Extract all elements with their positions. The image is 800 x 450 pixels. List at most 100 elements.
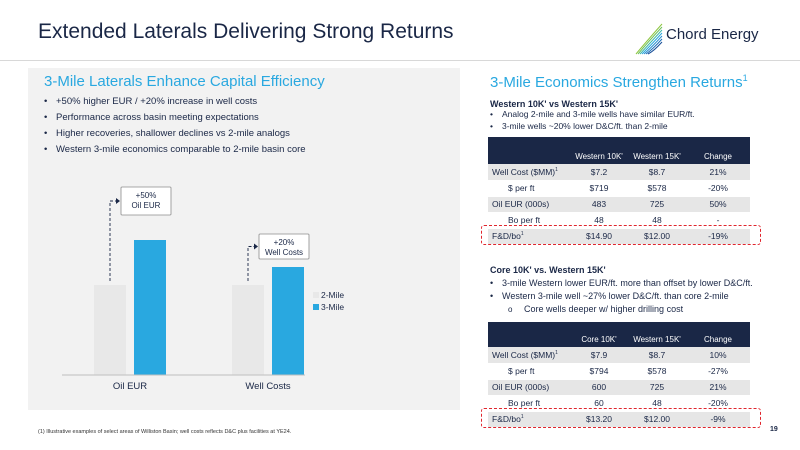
cell-v1: $7.9 [570, 347, 628, 364]
row-label-text: $ per ft [508, 183, 535, 193]
legend-swatch [313, 304, 319, 310]
page-title: Extended Laterals Delivering Strong Retu… [38, 20, 454, 43]
row-label: $ per ft [488, 180, 570, 197]
cell-v1: $14.90 [570, 228, 628, 245]
cell-v1: $719 [570, 180, 628, 197]
cell-chg: 10% [686, 347, 750, 364]
western-bullets: Analog 2-mile and 3-mile wells have simi… [490, 108, 695, 132]
left-bullet: +50% higher EUR / +20% increase in well … [44, 94, 306, 110]
table-row: Bo per ft 48 48- [488, 212, 750, 229]
cell-chg: -9% [686, 411, 750, 428]
bar-2-mile [94, 285, 126, 375]
annotation-line2: Oil EUR [132, 201, 161, 210]
logo-text: Chord Energy [666, 26, 759, 43]
row-label: Well Cost ($MM)1 [488, 164, 570, 181]
cell-chg: - [686, 212, 750, 229]
western-subhead: Western 10K' vs Western 15K' [490, 99, 619, 109]
cell-v2: 725 [628, 379, 686, 396]
right-heading: 3-Mile Economics Strengthen Returns1 [490, 73, 748, 91]
table-header: Western 15K' [628, 322, 686, 347]
cell-chg: 50% [686, 196, 750, 213]
annotation-arrow [254, 243, 258, 250]
western-bullet: Analog 2-mile and 3-mile wells have simi… [490, 108, 695, 120]
table-row: $ per ft $719 $578 -20% [488, 180, 750, 197]
cell-v1: 600 [570, 379, 628, 396]
table-header [488, 137, 570, 164]
table-row: Oil EUR (000s) 600 725 21% [488, 379, 750, 396]
legend-swatch [313, 292, 319, 298]
cell-v2: $12.00 [628, 228, 686, 245]
left-heading: 3-Mile Laterals Enhance Capital Efficien… [44, 73, 325, 90]
row-label-text: Well Cost ($MM) [492, 166, 556, 177]
row-label: Oil EUR (000s) [488, 379, 570, 396]
cell-v2: $12.00 [628, 411, 686, 428]
table-header: Western 10K' [570, 137, 628, 164]
annotation-connector [109, 200, 117, 281]
row-label-text: Bo per ft [508, 398, 541, 408]
row-label: F&D/bo1 [488, 228, 570, 245]
cell-v2: 48 [628, 212, 686, 229]
legend-label: 2-Mile [321, 290, 344, 300]
cell-v1: $794 [570, 363, 628, 380]
core-sub-bullet: Core wells deeper w/ higher drilling cos… [502, 303, 753, 316]
table-row: F&D/bo1 $13.20 $12.00 -9% [488, 411, 750, 428]
x-tick-label: Well Costs [245, 381, 290, 392]
western-bullet: 3-mile wells ~20% lower D&C/ft. than 2-m… [490, 120, 695, 132]
page-number: 19 [770, 426, 778, 433]
footnote-marker: 1 [520, 414, 524, 421]
table-row: Well Cost ($MM)1 $7.9 $8.7 10% [488, 347, 750, 364]
core-bullet: 3-mile Western lower EUR/ft. more than o… [490, 277, 753, 290]
left-bullets: +50% higher EUR / +20% increase in well … [44, 94, 306, 158]
western-fd-highlight [481, 225, 761, 245]
annotation-line1: +20% [274, 238, 295, 247]
footnote-marker: 1 [520, 231, 524, 238]
cell-chg: 21% [686, 379, 750, 396]
core-subhead: Core 10K' vs. Western 15K' [490, 265, 606, 275]
table-row: F&D/bo1 $14.90 $12.00 -19% [488, 228, 750, 245]
table-row: Well Cost ($MM)1 $7.2 $8.7 21% [488, 164, 750, 181]
core-fd-highlight [481, 408, 761, 428]
cell-chg: -20% [686, 180, 750, 197]
cell-chg: 21% [686, 164, 750, 181]
annotation-box [120, 186, 172, 216]
bar-2-mile [232, 285, 264, 375]
core-bullet: Western 3-mile well ~27% lower D&C/ft. t… [490, 290, 753, 303]
left-bullet: Higher recoveries, shallower declines vs… [44, 126, 306, 142]
cell-v2: $8.7 [628, 164, 686, 181]
row-label-text: Bo per ft [508, 215, 541, 225]
annotation-arrow [116, 198, 120, 204]
header-divider [0, 60, 800, 61]
row-label: Oil EUR (000s) [488, 196, 570, 213]
row-label-text: Oil EUR (000s) [492, 199, 550, 209]
cell-chg: -20% [686, 395, 750, 412]
row-label: Well Cost ($MM)1 [488, 347, 570, 364]
table-row: $ per ft $794 $578 -27% [488, 363, 750, 380]
annotation-line2: Well Costs [265, 248, 303, 257]
row-label-text: F&D/bo [492, 414, 521, 424]
row-label: $ per ft [488, 363, 570, 380]
chord-energy-logo-icon [635, 23, 663, 55]
cell-chg: -19% [686, 228, 750, 245]
footnote-marker: 1 [555, 349, 558, 356]
core-economics-table: Core 10K' Western 15K' Change Well Cost … [488, 322, 750, 428]
row-label-text: F&D/bo [492, 231, 521, 241]
cell-v1: 48 [570, 212, 628, 229]
cell-v1: $13.20 [570, 411, 628, 428]
western-economics-table: Western 10K' Western 15K' Change Well Co… [488, 137, 750, 245]
table-row: Bo per ft 60 48 -20% [488, 395, 750, 412]
cell-chg: -27% [686, 363, 750, 380]
cell-v2: $578 [628, 363, 686, 380]
core-bullets: 3-mile Western lower EUR/ft. more than o… [490, 277, 753, 316]
footnote-marker: 1 [555, 166, 558, 173]
row-label-text: Oil EUR (000s) [492, 382, 550, 392]
cell-v2: $578 [628, 180, 686, 197]
table-header: Western 15K' [628, 137, 686, 164]
table-header: Change [686, 137, 750, 164]
core-table-body: Well Cost ($MM)1 $7.9 $8.7 10% $ per ft $794 $… [488, 347, 750, 428]
bar-3-mile [272, 267, 304, 375]
table-header: Change [686, 322, 750, 347]
x-tick-label: Oil EUR [113, 381, 147, 392]
cell-v2: $8.7 [628, 347, 686, 364]
left-bullet: Performance across basin meeting expecta… [44, 110, 306, 126]
